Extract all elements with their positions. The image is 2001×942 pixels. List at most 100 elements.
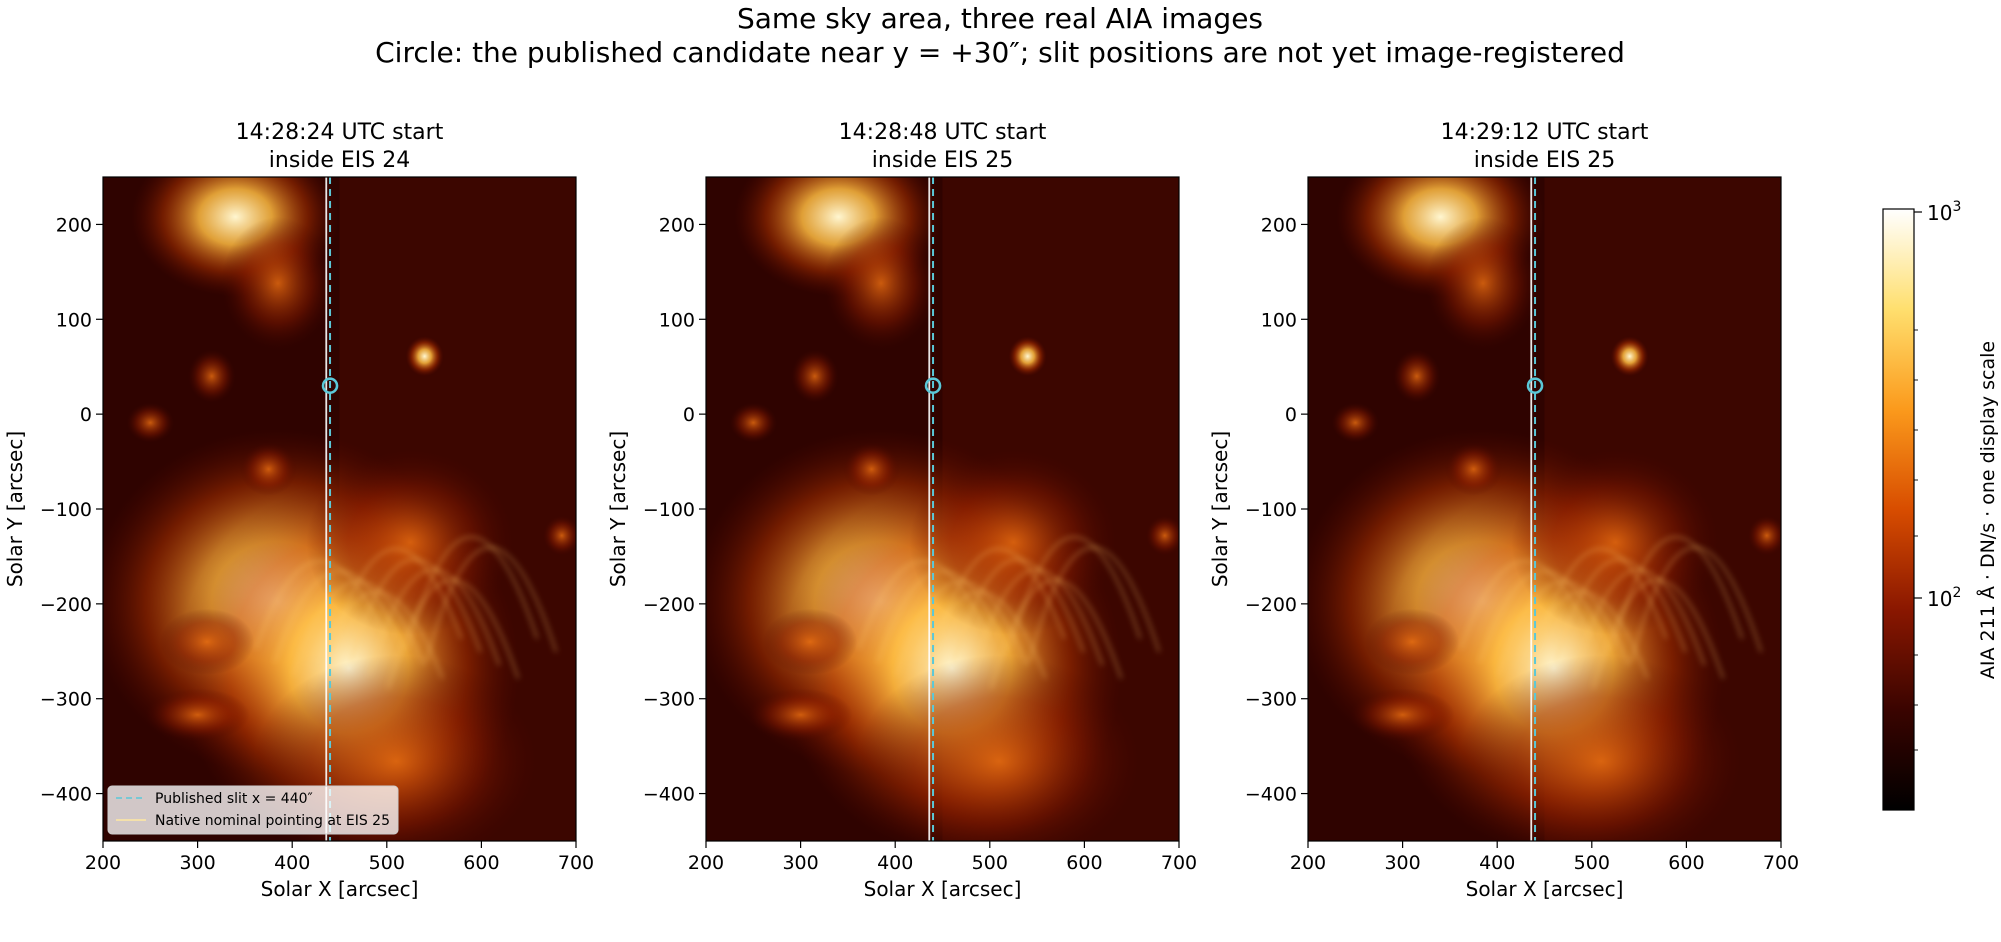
- y-axis-label: Solar Y [arcsec]: [3, 431, 27, 587]
- coronal-loop: [895, 580, 1028, 676]
- emission-region: [729, 402, 777, 443]
- emission-region: [188, 349, 236, 403]
- x-tick-label: 700: [1763, 852, 1799, 874]
- coronal-loop: [933, 547, 1066, 650]
- y-axis-label: Solar Y [arcsec]: [1208, 431, 1232, 587]
- emission-region: [1445, 442, 1502, 496]
- y-tick-label: −300: [643, 689, 695, 711]
- colorbar-fill: [1882, 208, 1915, 811]
- x-tick-label: 300: [782, 852, 818, 874]
- emission-region: [1008, 336, 1047, 377]
- emission-region: [1364, 608, 1460, 675]
- emission-region: [1331, 402, 1379, 443]
- emission-region: [1393, 349, 1441, 403]
- x-tick-label: 400: [1479, 852, 1515, 874]
- y-tick-label: 100: [1261, 309, 1297, 331]
- coronal-loop: [876, 570, 1009, 663]
- coronal-loop: [990, 578, 1123, 689]
- x-tick-label: 500: [972, 852, 1008, 874]
- emission-region: [405, 336, 444, 377]
- y-tick-label: −200: [1245, 594, 1297, 616]
- legend: Published slit x = 440″ Native nominal p…: [107, 785, 399, 835]
- emission-region: [240, 442, 297, 496]
- coronal-loop: [349, 558, 482, 663]
- emission-region: [1610, 336, 1649, 377]
- emission-region: [791, 349, 839, 403]
- y-tick-label: −300: [1245, 689, 1297, 711]
- coronal-loop: [387, 578, 520, 689]
- x-tick-label: 300: [1384, 852, 1420, 874]
- y-tick-label: 0: [683, 404, 695, 426]
- emission-region: [542, 515, 576, 556]
- coronal-loop: [1554, 558, 1687, 663]
- colorbar: 103 102 AIA 211 Å · DN/s · one display s…: [1882, 199, 1999, 811]
- panel-title-line1: 14:29:12 UTC start: [1441, 120, 1649, 145]
- colorbar-ticks: [1914, 211, 1922, 751]
- emission-region: [1459, 655, 1744, 841]
- y-tick-label: 100: [56, 309, 92, 331]
- y-tick-label: −200: [40, 594, 92, 616]
- emission-region: [1747, 515, 1781, 556]
- emission-region: [254, 655, 539, 841]
- legend-label-published-slit: Published slit x = 440″: [155, 791, 313, 807]
- y-tick-label: −400: [1245, 784, 1297, 806]
- y-tick-label: −300: [40, 689, 92, 711]
- x-tick-label: 200: [1290, 852, 1326, 874]
- colorbar-tick-label-top: 103: [1927, 199, 1961, 225]
- x-tick-label: 300: [179, 852, 215, 874]
- coronal-loop: [952, 558, 1085, 663]
- coronal-loop: [857, 559, 990, 650]
- emission-region: [159, 608, 255, 675]
- emission-region: [857, 655, 1142, 841]
- coronal-loop: [406, 535, 539, 650]
- candidate-circle: [321, 377, 339, 394]
- y-tick-label: 200: [659, 214, 695, 236]
- coronal-loop: [1535, 547, 1668, 650]
- coronal-loop: [424, 546, 558, 663]
- coronal-loop: [971, 568, 1104, 676]
- y-tick-label: −100: [40, 499, 92, 521]
- colorbar-tick-label-mid: 102: [1927, 585, 1961, 611]
- emission-region: [126, 402, 174, 443]
- panel-title-line2: inside EIS 25: [1474, 148, 1615, 173]
- y-tick-label: −100: [643, 499, 695, 521]
- coronal-loop: [1497, 580, 1630, 676]
- y-tick-label: 200: [1261, 214, 1297, 236]
- coronal-loop: [1592, 578, 1725, 689]
- x-tick-label: 500: [369, 852, 405, 874]
- x-tick-label: 500: [1574, 852, 1610, 874]
- emission-region: [909, 449, 1118, 636]
- x-tick-label: 600: [463, 852, 499, 874]
- legend-label-native-pointing: Native nominal pointing at EIS 25: [155, 813, 390, 829]
- panels: 14:28:24 UTC start inside EIS 24 200 300 400…: [3, 120, 1799, 901]
- y-tick-label: −100: [1245, 499, 1297, 521]
- coronal-loop: [1573, 568, 1706, 676]
- x-tick-label: 200: [688, 852, 724, 874]
- suptitle-line2: Circle: the published candidate near y =…: [375, 36, 1625, 69]
- coronal-loop: [254, 559, 387, 650]
- y-tick-label: 100: [659, 309, 695, 331]
- panel-title-line2: inside EIS 25: [872, 148, 1013, 173]
- coronal-loop: [1478, 570, 1611, 663]
- coronal-loop: [914, 590, 1047, 689]
- emission-region: [145, 688, 250, 742]
- coronal-loop: [292, 580, 425, 676]
- coronal-loop: [1516, 590, 1649, 689]
- x-tick-label: 200: [85, 852, 121, 874]
- y-tick-label: 200: [56, 214, 92, 236]
- y-tick-label: 0: [80, 404, 92, 426]
- coronal-loop: [1459, 559, 1592, 650]
- x-axis-label: Solar X [arcsec]: [1466, 877, 1624, 901]
- colorbar-label: AIA 211 Å · DN/s · one display scale: [1976, 341, 1999, 679]
- y-tick-label: −200: [643, 594, 695, 616]
- x-tick-label: 600: [1066, 852, 1102, 874]
- coronal-loop: [311, 590, 444, 689]
- panel-1: 14:28:24 UTC start inside EIS 24 200 300 400…: [3, 120, 594, 901]
- x-tick-label: 600: [1668, 852, 1704, 874]
- candidate-circle: [924, 377, 942, 394]
- aia-image: [706, 177, 1179, 841]
- x-axis-label: Solar X [arcsec]: [261, 877, 419, 901]
- y-tick-label: −400: [643, 784, 695, 806]
- coronal-loop: [1611, 535, 1744, 650]
